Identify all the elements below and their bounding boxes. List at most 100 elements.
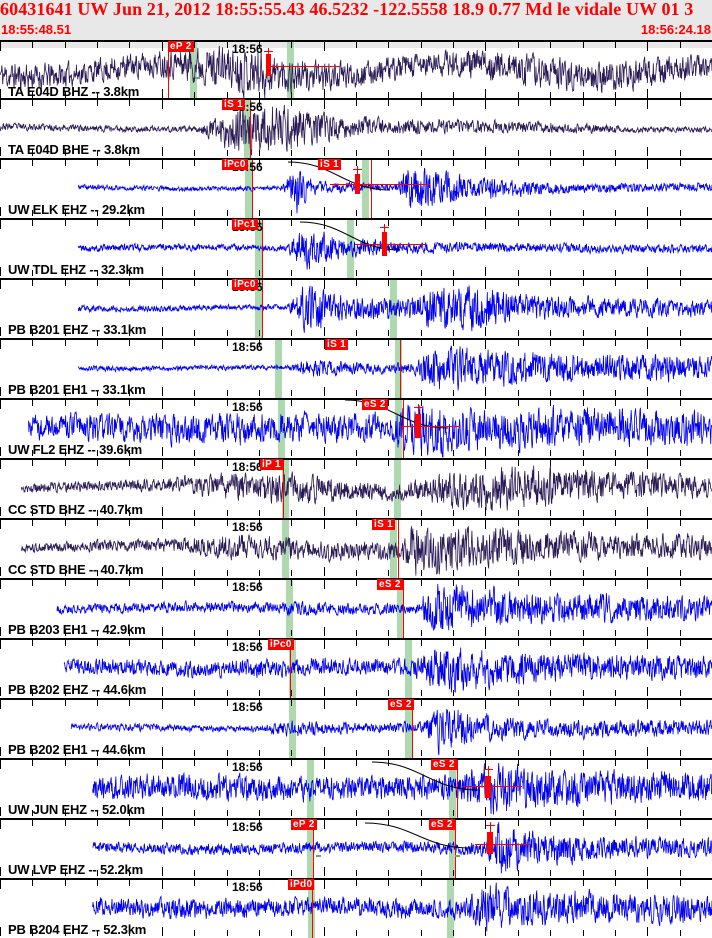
phase-pick-line[interactable] (455, 818, 456, 878)
trace-panel[interactable]: 18:56iPc1UW TDL EHZ -- 32.3km (0, 218, 712, 278)
trace-panel[interactable]: 18:56 eP 2 eS 2 UW LVP EHZ -- 52.2km (0, 818, 712, 878)
phase-pick-label[interactable]: iPd0 (288, 879, 315, 890)
axis-tick (388, 870, 389, 876)
amplitude-baseline (400, 426, 460, 427)
trace-plot-area[interactable] (0, 518, 712, 578)
trace-plot-area[interactable] (0, 338, 712, 398)
phase-pick-label[interactable]: iP 1 (260, 459, 283, 470)
trace-panel[interactable]: 18:56 iS 1 TA E04D BHE -- 3.8km (0, 98, 712, 158)
trace-plot-area[interactable] (0, 98, 712, 158)
phase-pick-line[interactable] (252, 158, 253, 218)
axis-tick (259, 700, 260, 706)
axis-tick (615, 580, 616, 586)
phase-pick-label[interactable]: iS 1 (372, 519, 395, 530)
trace-plot-area[interactable] (0, 638, 712, 698)
phase-pick-line[interactable] (262, 218, 263, 278)
trace-plot-area[interactable] (0, 40, 712, 100)
axis-tick (356, 400, 357, 406)
phase-pick-label[interactable]: iS 1 (222, 99, 245, 110)
phase-pick-label[interactable]: eS 2 (429, 819, 455, 830)
trace-panel[interactable]: 18:56 iS 1 PB B201 EH1 -- 33.1km (0, 338, 712, 398)
axis-tick (324, 807, 325, 816)
time-axis (0, 518, 712, 520)
trace-panel[interactable]: 18:56 iPc0 PB B202 EHZ -- 44.6km (0, 638, 712, 698)
axis-tick (32, 330, 33, 336)
axis-tick (291, 400, 292, 406)
trace-panel[interactable]: 18:56 iP 1 CC STD BHZ -- 40.7km (0, 458, 712, 518)
axis-tick (129, 510, 130, 516)
axis-tick (0, 627, 1, 636)
axis-tick (32, 280, 33, 286)
trace-plot-area[interactable] (0, 578, 712, 638)
trace-plot-area[interactable] (0, 278, 712, 338)
axis-tick (453, 450, 454, 456)
phase-pick-label[interactable]: eS 2 (377, 579, 403, 590)
axis-tick (550, 630, 551, 636)
phase-pick-label[interactable]: eS 2 (431, 759, 457, 770)
phase-pick-label[interactable]: eS 2 (362, 399, 388, 410)
trace-panel[interactable]: 18:56 eS 2 UW JUN EHZ -- 52.0km (0, 758, 712, 818)
axis-tick (421, 280, 422, 286)
axis-tick (421, 330, 422, 336)
axis-tick (129, 690, 130, 696)
axis-tick (227, 580, 228, 586)
axis-tick (518, 400, 519, 406)
axis-tick (162, 627, 163, 636)
axis-tick (162, 460, 163, 469)
axis-tick (0, 700, 1, 709)
phase-pick-line[interactable] (312, 878, 313, 938)
axis-tick (65, 580, 66, 586)
axis-tick (583, 270, 584, 276)
axis-tick (647, 447, 648, 456)
phase-pick-line[interactable] (400, 338, 401, 398)
phase-pick-label[interactable]: eP 2 (168, 41, 194, 52)
phase-pick-line[interactable] (403, 398, 404, 458)
phase-pick-line[interactable] (412, 698, 413, 758)
axis-tick (453, 42, 454, 48)
trace-panel[interactable]: 18:56 eS 2 UW FL2 EHZ -- 39.6km (0, 398, 712, 458)
trace-plot-area[interactable] (0, 818, 712, 878)
trace-plot-area[interactable] (0, 698, 712, 758)
axis-tick (356, 210, 357, 216)
time-axis-ticks (0, 518, 712, 529)
time-axis (0, 218, 712, 220)
trace-panel[interactable]: 18:56 eS 2 PB B203 EH1 -- 42.9km (0, 578, 712, 638)
axis-tick (356, 520, 357, 526)
trace-panel[interactable]: 18:56iPc0iS 1UW ELK EHZ -- 29.2km (0, 158, 712, 218)
phase-pick-line[interactable] (283, 458, 284, 518)
phase-pick-label[interactable]: eS 2 (388, 699, 414, 710)
phase-pick-line[interactable] (403, 578, 404, 638)
channel-label: UW TDL EHZ -- 32.3km (8, 262, 144, 277)
phase-pick-line[interactable] (371, 158, 372, 218)
phase-pick-label[interactable]: iPc0 (222, 159, 248, 170)
phase-pick-label[interactable]: iPc0 (232, 279, 258, 290)
trace-panel[interactable]: 18:56 iS 1 CC STD BHE -- 40.7km (0, 518, 712, 578)
trace-panel[interactable]: 18:56 eP 2 TA E04D BHZ -- 3.8km (0, 40, 712, 100)
axis-tick (97, 520, 98, 526)
phase-pick-line[interactable] (290, 638, 291, 698)
phase-pick-line[interactable] (262, 278, 263, 338)
phase-pick-label[interactable]: iS 1 (318, 159, 341, 170)
trace-plot-area[interactable] (0, 878, 712, 938)
phase-pick-label[interactable]: eP 2 (291, 819, 317, 830)
axis-tick (259, 160, 260, 166)
trace-panel[interactable]: 18:56 iPd0 PB B204 EHZ -- 52.3km (0, 878, 712, 938)
axis-tick (129, 760, 130, 766)
phase-pick-line[interactable] (250, 98, 251, 158)
phase-pick-label[interactable]: iPc1 (232, 219, 258, 230)
phase-pick-line[interactable] (168, 40, 169, 100)
axis-tick (129, 450, 130, 456)
axis-tick (615, 100, 616, 106)
axis-tick (647, 147, 648, 156)
phase-pick-line[interactable] (457, 758, 458, 818)
phase-pick-label[interactable]: iPc0 (268, 639, 294, 650)
axis-tick (615, 880, 616, 886)
phase-pick-line[interactable] (313, 818, 314, 878)
phase-pick-label[interactable]: iS 1 (325, 339, 348, 350)
axis-tick (227, 640, 228, 646)
phase-pick-line[interactable] (398, 518, 399, 578)
time-axis-ticks-bottom (0, 89, 712, 100)
trace-panel[interactable]: 18:56 eS 2 PB B202 EH1 -- 44.6km (0, 698, 712, 758)
trace-plot-area[interactable] (0, 458, 712, 518)
